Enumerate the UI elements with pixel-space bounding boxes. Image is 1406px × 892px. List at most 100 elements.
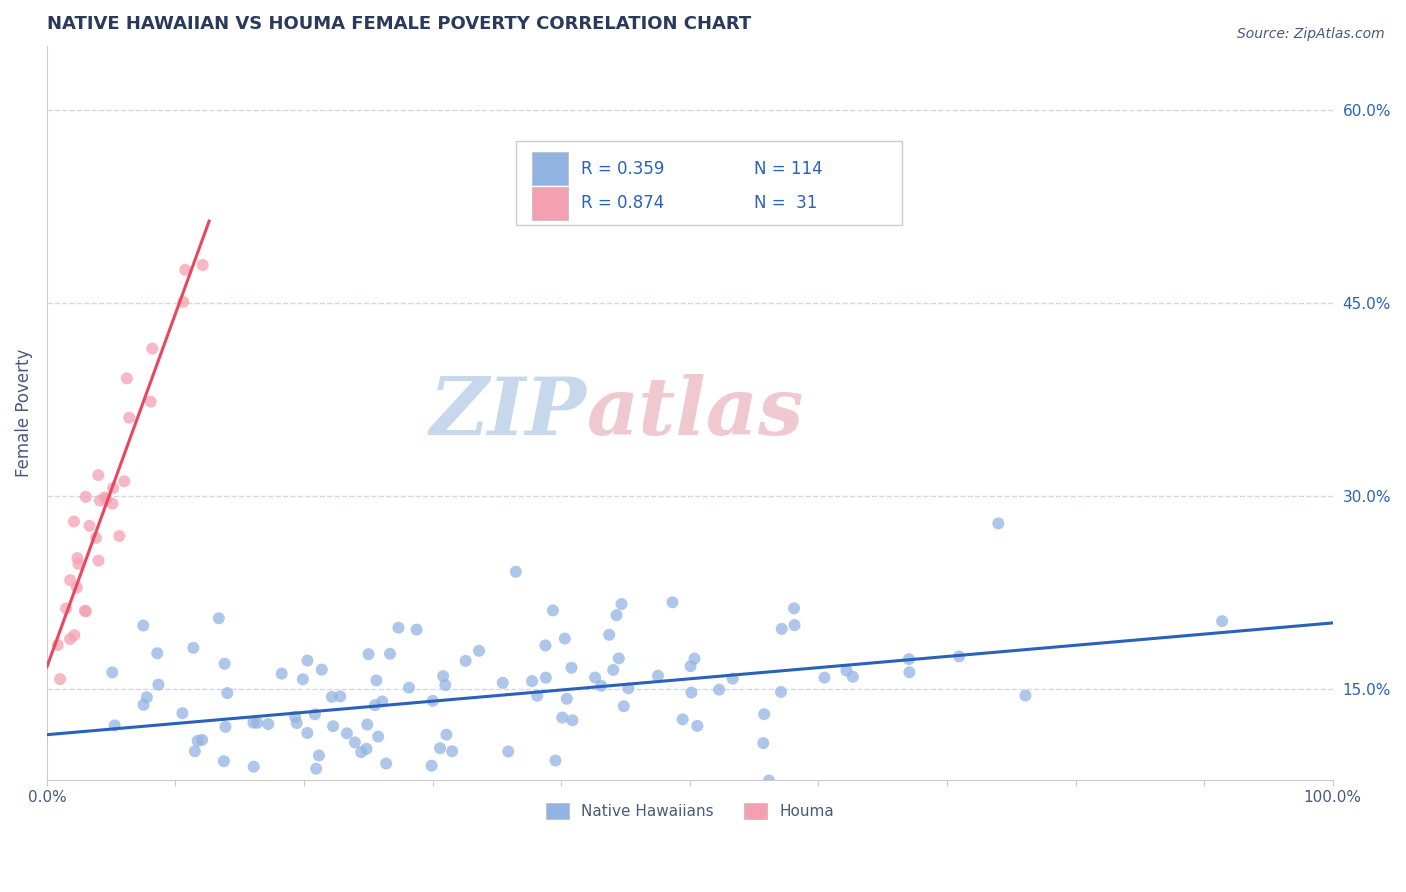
Point <box>242 760 264 774</box>
Point <box>49 672 72 686</box>
Point <box>350 745 373 759</box>
Point <box>387 621 409 635</box>
Point <box>898 665 921 680</box>
Point <box>606 608 628 623</box>
Point <box>436 728 458 742</box>
Point <box>336 726 359 740</box>
Text: Source: ZipAtlas.com: Source: ZipAtlas.com <box>1237 27 1385 41</box>
Point <box>371 694 394 708</box>
Point <box>132 698 155 712</box>
Point <box>948 649 970 664</box>
Point <box>647 669 669 683</box>
Point <box>135 690 157 705</box>
Point <box>146 646 169 660</box>
Point <box>112 475 135 489</box>
Point <box>420 758 443 772</box>
Point <box>398 681 420 695</box>
Point <box>208 611 231 625</box>
Point <box>526 689 548 703</box>
Point <box>305 762 328 776</box>
Point <box>55 601 77 615</box>
Point <box>754 707 776 722</box>
Text: N =  31: N = 31 <box>754 194 817 212</box>
Point <box>1014 689 1036 703</box>
Point <box>59 632 82 646</box>
Point <box>505 565 527 579</box>
Point <box>343 735 366 749</box>
Point <box>561 714 583 728</box>
Point <box>783 601 806 615</box>
Point <box>257 717 280 731</box>
Point <box>897 652 920 666</box>
Point <box>75 490 97 504</box>
Point <box>842 670 865 684</box>
Point <box>266 793 288 807</box>
Point <box>366 673 388 688</box>
Text: R = 0.874: R = 0.874 <box>581 194 664 212</box>
Point <box>721 672 744 686</box>
Point <box>139 394 162 409</box>
Point <box>284 710 307 724</box>
Point <box>67 557 90 571</box>
Legend: Native Hawaiians, Houma: Native Hawaiians, Houma <box>538 796 842 827</box>
Point <box>311 663 333 677</box>
Point <box>89 493 111 508</box>
Point <box>172 706 194 721</box>
Point <box>101 481 124 495</box>
Point <box>297 726 319 740</box>
Point <box>87 553 110 567</box>
Point <box>242 715 264 730</box>
Point <box>191 733 214 747</box>
Point <box>486 798 509 813</box>
Text: NATIVE HAWAIIAN VS HOUMA FEMALE POVERTY CORRELATION CHART: NATIVE HAWAIIAN VS HOUMA FEMALE POVERTY … <box>46 15 751 33</box>
Point <box>66 551 89 566</box>
Point <box>661 595 683 609</box>
Point <box>602 663 624 677</box>
Point <box>434 678 457 692</box>
Point <box>405 623 427 637</box>
Point <box>613 699 636 714</box>
Point <box>679 659 702 673</box>
Point <box>87 468 110 483</box>
Point <box>492 676 515 690</box>
Bar <box>531 153 568 186</box>
Point <box>118 410 141 425</box>
Point <box>364 698 387 713</box>
Point <box>373 798 395 813</box>
Point <box>319 791 342 805</box>
Point <box>104 718 127 732</box>
Point <box>541 603 564 617</box>
Bar <box>516 141 903 226</box>
Point <box>560 661 582 675</box>
Text: ZIP: ZIP <box>430 374 586 451</box>
Point <box>987 516 1010 531</box>
Point <box>357 647 380 661</box>
Point <box>454 654 477 668</box>
Point <box>174 263 197 277</box>
Point <box>73 604 96 618</box>
Point <box>432 669 454 683</box>
Point <box>683 651 706 665</box>
Point <box>598 628 620 642</box>
Point <box>101 497 124 511</box>
Point <box>75 604 97 618</box>
Point <box>214 720 236 734</box>
Point <box>495 798 517 813</box>
Point <box>132 618 155 632</box>
Point <box>1211 614 1233 628</box>
Point <box>555 691 578 706</box>
Point <box>681 685 703 699</box>
Point <box>610 597 633 611</box>
Point <box>752 736 775 750</box>
Point <box>285 716 308 731</box>
Point <box>308 748 330 763</box>
Point <box>783 618 806 632</box>
Point <box>270 666 292 681</box>
Point <box>758 773 780 788</box>
Point <box>378 647 401 661</box>
Point <box>84 531 107 545</box>
Point <box>304 707 326 722</box>
Point <box>96 491 118 506</box>
Point <box>66 581 89 595</box>
Point <box>686 719 709 733</box>
